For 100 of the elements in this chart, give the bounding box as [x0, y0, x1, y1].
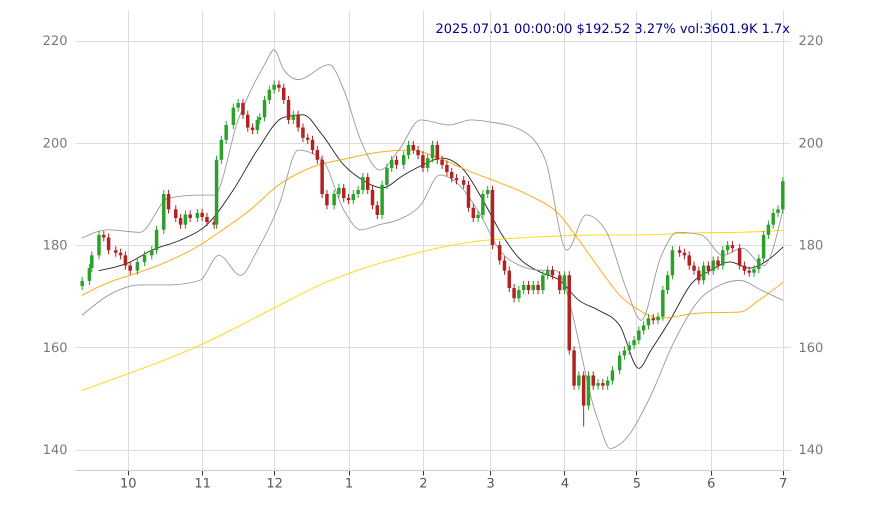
- candlestick: [356, 185, 360, 199]
- x-tick-label: 2: [419, 476, 428, 492]
- candlestick: [402, 150, 406, 170]
- candlestick: [286, 95, 290, 124]
- candlestick: [721, 246, 725, 270]
- candlestick: [742, 260, 746, 276]
- candlestick: [80, 276, 84, 291]
- candlestick: [546, 266, 550, 280]
- line-series: [98, 114, 784, 369]
- candlestick: [601, 378, 605, 390]
- candlestick: [577, 370, 581, 390]
- candlestick: [637, 326, 641, 345]
- candlestick: [651, 314, 655, 325]
- x-tick-label: 6: [707, 476, 716, 492]
- candlestick: [416, 145, 420, 160]
- candlestick: [250, 122, 254, 135]
- candlestick: [436, 140, 440, 164]
- candlestick: [352, 189, 356, 205]
- candlestick: [526, 280, 530, 295]
- candlestick: [622, 346, 626, 360]
- text: 2025.07.01 00:00:00 $192.52 3.27% vol:3601.9K 1.7x: [435, 22, 790, 37]
- candlestick: [366, 172, 370, 194]
- candlestick: [702, 260, 706, 285]
- candlestick: [370, 185, 374, 210]
- candlestick: [310, 135, 314, 155]
- y-tick-label: 160: [42, 340, 68, 356]
- y-tick-label: 180: [42, 238, 68, 254]
- candlestick: [454, 174, 458, 185]
- candlestick: [421, 150, 425, 173]
- candlestick: [277, 80, 281, 92]
- candlestick: [426, 154, 430, 173]
- candlestick: [711, 256, 715, 276]
- candlestick: [508, 266, 512, 293]
- candlestick: [346, 194, 350, 205]
- candlestick: [776, 204, 780, 218]
- candlestick: [632, 336, 636, 350]
- candlestick: [412, 140, 416, 155]
- x-tick-label: 11: [194, 476, 211, 492]
- x-tick-label: 12: [266, 476, 283, 492]
- candlestick: [361, 172, 365, 194]
- candlestick: [697, 266, 701, 285]
- candlestick: [450, 167, 454, 183]
- candlestick: [385, 163, 389, 190]
- candlestick: [124, 250, 128, 270]
- y2-tick-label: 140: [798, 443, 824, 458]
- candlestick: [738, 244, 742, 270]
- candlestick: [102, 230, 106, 242]
- candlestick: [316, 145, 320, 164]
- candlestick: [498, 240, 502, 266]
- candlestick: [766, 220, 770, 240]
- candlestick: [550, 266, 554, 280]
- candlestick: [502, 256, 506, 276]
- candlestick: [296, 110, 300, 132]
- candlestick: [166, 189, 170, 214]
- candlestick: [342, 183, 346, 203]
- candlestick: [512, 283, 516, 303]
- candlestick: [430, 140, 434, 163]
- line-series: [82, 150, 784, 449]
- candlestick: [726, 240, 730, 255]
- candlestick: [706, 260, 710, 276]
- candlestick: [642, 320, 646, 336]
- candlestick: [262, 95, 266, 122]
- candlestick: [241, 98, 245, 120]
- candlestick: [678, 246, 682, 258]
- candlestick: [150, 246, 154, 260]
- candlestick: [522, 280, 526, 295]
- x-tick-label: 10: [120, 476, 137, 492]
- candlestick: [200, 208, 204, 222]
- candlestick: [301, 122, 305, 142]
- candlestick: [606, 376, 610, 390]
- x-tick-label: 4: [560, 476, 570, 492]
- candlestick: [390, 155, 394, 173]
- candlestick: [536, 280, 540, 295]
- candlestick: [440, 155, 444, 170]
- candlestick: [118, 248, 122, 260]
- y2-tick-label: 160: [798, 340, 824, 356]
- candlestick: [97, 230, 101, 260]
- candlestick: [406, 140, 410, 160]
- candlestick: [142, 250, 146, 267]
- candlestick: [205, 212, 209, 227]
- candlestick: [272, 80, 276, 94]
- candlestick: [445, 160, 449, 177]
- candlestick: [532, 280, 536, 295]
- candlestick: [282, 83, 286, 105]
- candlestick: [558, 270, 562, 295]
- x-tick-label: 7: [779, 476, 788, 492]
- candlestick: [692, 260, 696, 276]
- y-tick-label: 140: [42, 443, 68, 458]
- candlestick: [762, 230, 766, 263]
- candlestick: [154, 225, 158, 255]
- candlestick: [462, 176, 466, 190]
- candlestick: [476, 210, 480, 223]
- candlestick: [394, 155, 398, 170]
- candlestick: [268, 85, 272, 105]
- y-tick-label: 200: [42, 136, 68, 152]
- line-series: [82, 49, 784, 321]
- candlestick: [472, 203, 476, 223]
- x-tick-label: 3: [486, 476, 495, 492]
- candlestick: [716, 256, 720, 270]
- candlestick: [332, 189, 336, 210]
